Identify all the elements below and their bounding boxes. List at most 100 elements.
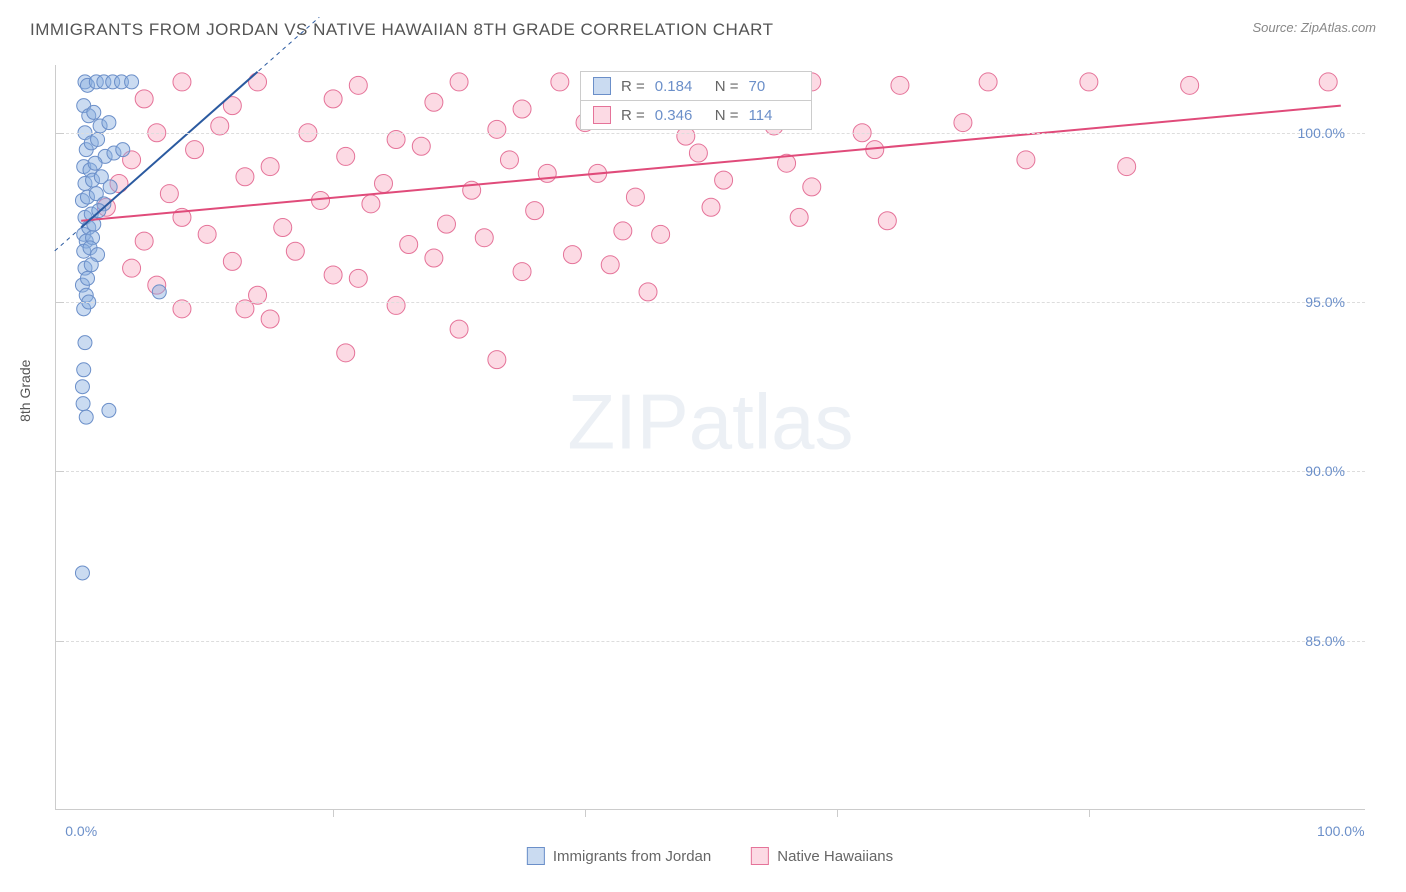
data-point — [626, 188, 644, 206]
x-tick-label: 0.0% — [65, 823, 97, 839]
data-point — [790, 208, 808, 226]
data-point — [223, 252, 241, 270]
plot-area: ZIPatlas R = 0.184 N = 70 R = 0.346 N = … — [55, 65, 1365, 810]
data-point — [324, 266, 342, 284]
data-point — [652, 225, 670, 243]
data-point — [123, 259, 141, 277]
data-point — [450, 320, 468, 338]
data-point — [261, 158, 279, 176]
data-point — [526, 202, 544, 220]
data-point — [87, 105, 101, 119]
data-point — [236, 168, 254, 186]
data-point — [324, 90, 342, 108]
scatter-svg — [56, 65, 1365, 809]
data-point — [286, 242, 304, 260]
data-point — [878, 212, 896, 230]
source-text: Source: ZipAtlas.com — [1252, 20, 1376, 35]
data-point — [954, 114, 972, 132]
data-point — [1118, 158, 1136, 176]
data-point — [349, 269, 367, 287]
data-point — [715, 171, 733, 189]
data-point — [78, 336, 92, 350]
data-point — [102, 403, 116, 417]
data-point — [116, 143, 130, 157]
data-point — [563, 246, 581, 264]
data-point — [702, 198, 720, 216]
correlation-legend: R = 0.184 N = 70 R = 0.346 N = 114 — [580, 71, 812, 130]
data-point — [979, 73, 997, 91]
data-point — [425, 249, 443, 267]
data-point — [198, 225, 216, 243]
y-tick-label: 85.0% — [1305, 633, 1345, 649]
data-point — [337, 344, 355, 362]
data-point — [450, 73, 468, 91]
data-point — [79, 410, 93, 424]
data-point — [412, 137, 430, 155]
legend-item-blue: Immigrants from Jordan — [527, 847, 711, 865]
data-point — [689, 144, 707, 162]
legend-row-blue: R = 0.184 N = 70 — [581, 72, 811, 101]
data-point — [500, 151, 518, 169]
data-point — [1319, 73, 1337, 91]
legend-item-pink: Native Hawaiians — [751, 847, 893, 865]
data-point — [513, 263, 531, 281]
data-point — [400, 235, 418, 253]
data-point — [1080, 73, 1098, 91]
y-tick-label: 95.0% — [1305, 294, 1345, 310]
series-legend: Immigrants from Jordan Native Hawaiians — [527, 847, 893, 865]
data-point — [274, 219, 292, 237]
y-axis-title: 8th Grade — [17, 360, 33, 422]
data-point — [601, 256, 619, 274]
data-point — [1017, 151, 1035, 169]
data-point — [803, 178, 821, 196]
data-point — [261, 310, 279, 328]
data-point — [614, 222, 632, 240]
y-tick-label: 90.0% — [1305, 463, 1345, 479]
data-point — [349, 76, 367, 94]
data-point — [475, 229, 493, 247]
data-point — [488, 120, 506, 138]
data-point — [88, 156, 102, 170]
data-point — [1181, 76, 1199, 94]
data-point — [387, 296, 405, 314]
data-point — [551, 73, 569, 91]
legend-row-pink: R = 0.346 N = 114 — [581, 101, 811, 129]
n-label: N = — [715, 107, 739, 124]
data-point — [84, 258, 98, 272]
series-name-blue: Immigrants from Jordan — [553, 848, 711, 865]
r-value-blue: 0.184 — [655, 78, 705, 95]
swatch-pink — [751, 847, 769, 865]
chart-container: 8th Grade ZIPatlas R = 0.184 N = 70 R = … — [45, 60, 1375, 830]
data-point — [362, 195, 380, 213]
data-point — [80, 271, 94, 285]
x-tick-label: 100.0% — [1317, 823, 1364, 839]
swatch-pink — [593, 106, 611, 124]
data-point — [186, 141, 204, 159]
data-point — [173, 73, 191, 91]
data-point — [488, 351, 506, 369]
data-point — [75, 380, 89, 394]
data-point — [513, 100, 531, 118]
chart-title: IMMIGRANTS FROM JORDAN VS NATIVE HAWAIIA… — [30, 20, 774, 40]
data-point — [135, 90, 153, 108]
y-tick-label: 100.0% — [1298, 125, 1345, 141]
data-point — [77, 363, 91, 377]
data-point — [891, 76, 909, 94]
data-point — [425, 93, 443, 111]
data-point — [639, 283, 657, 301]
n-label: N = — [715, 78, 739, 95]
data-point — [160, 185, 178, 203]
r-value-pink: 0.346 — [655, 107, 705, 124]
data-point — [91, 133, 105, 147]
series-name-pink: Native Hawaiians — [777, 848, 893, 865]
grid-line — [56, 641, 1365, 642]
grid-line — [56, 302, 1365, 303]
data-point — [337, 147, 355, 165]
data-point — [76, 397, 90, 411]
data-point — [102, 116, 116, 130]
n-value-pink: 114 — [749, 107, 799, 124]
data-point — [135, 232, 153, 250]
swatch-blue — [593, 77, 611, 95]
swatch-blue — [527, 847, 545, 865]
data-point — [103, 180, 117, 194]
